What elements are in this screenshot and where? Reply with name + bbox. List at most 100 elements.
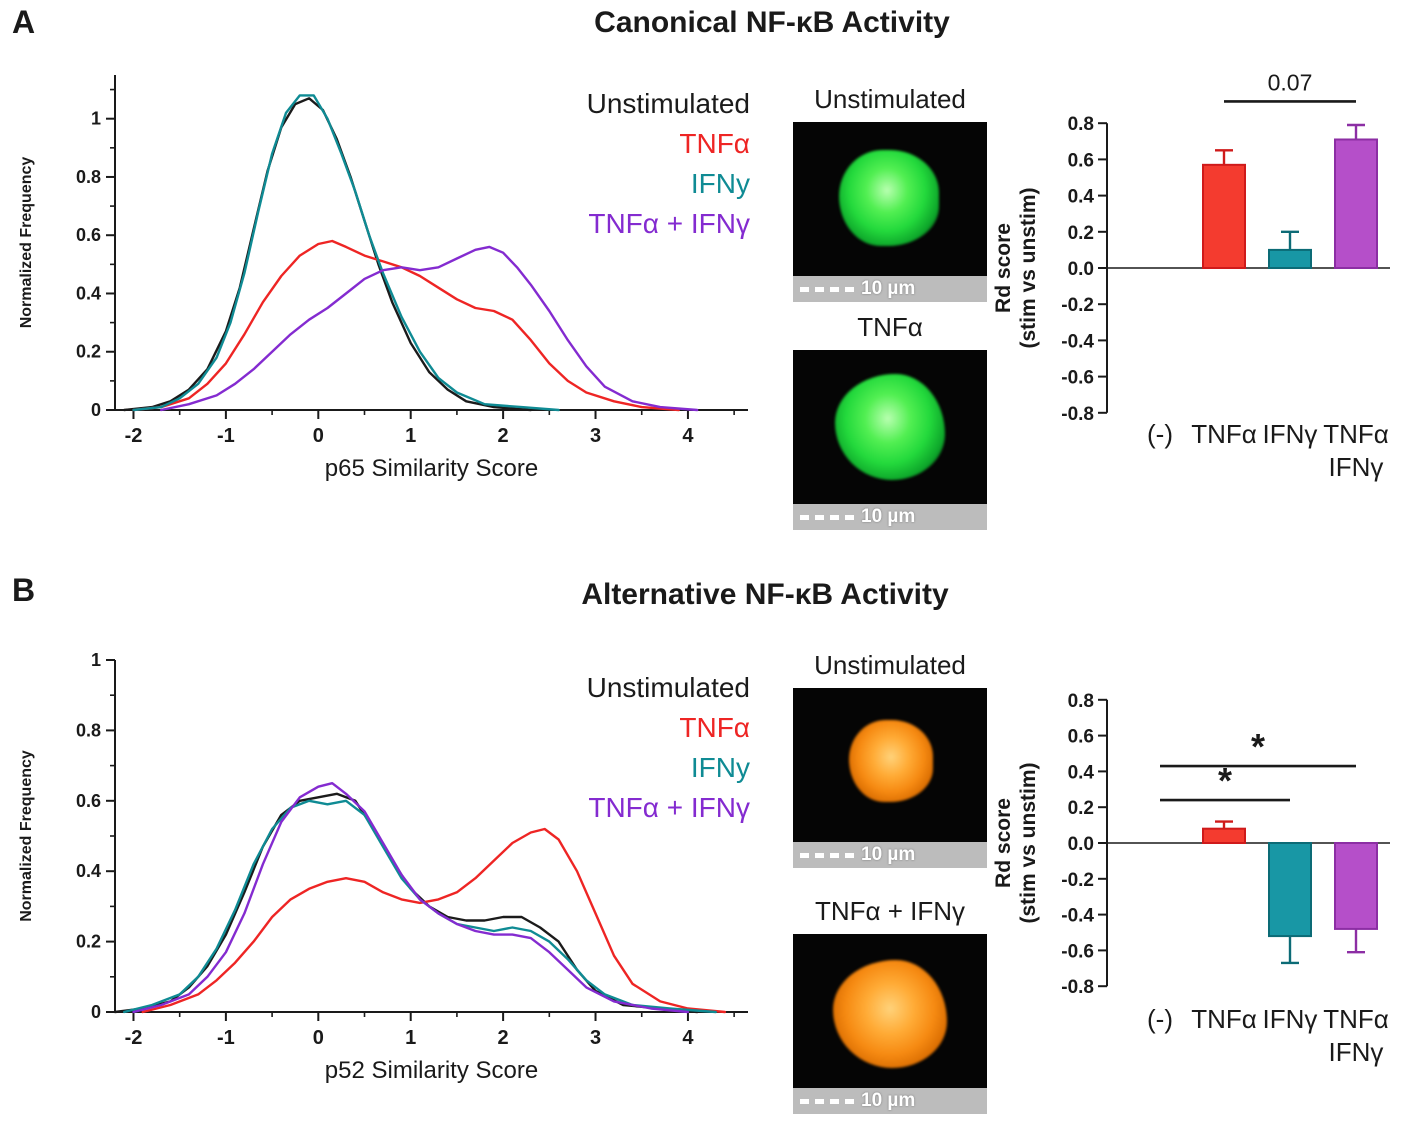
x-tick-label: 2 <box>498 1027 509 1049</box>
legend-item: TNFα + IFNγ <box>588 208 750 239</box>
scale-bar-dashes <box>800 286 854 292</box>
y-tick-label: 0.0 <box>1068 259 1094 280</box>
y-tick-label: -0.8 <box>1061 404 1094 425</box>
cell-blob <box>849 720 933 802</box>
y-tick-label: -0.2 <box>1061 870 1094 891</box>
scale-bar-dashes <box>800 1098 854 1104</box>
y-tick-label: 0.2 <box>76 342 101 362</box>
y-tick-label: 1 <box>91 109 101 129</box>
category-label: IFNγ <box>1329 1037 1384 1067</box>
cell-blob <box>839 150 939 246</box>
category-label: (-) <box>1147 419 1173 449</box>
x-tick-label: 4 <box>682 425 694 447</box>
scale-bar-label: 10 µm <box>861 506 916 527</box>
p52-rd-score-bar-chart: -0.8-0.6-0.4-0.20.00.20.40.60.8(-) TNFα IF… <box>992 691 1390 1067</box>
y-tick-label: 0.6 <box>76 225 101 245</box>
x-tick-label: 4 <box>682 1027 694 1049</box>
curve-Unstimulated <box>123 97 532 412</box>
curve-TNFα + IFNγ <box>132 782 690 1014</box>
p65-legend: Unstimulated TNFα IFNy TNFα + IFNγ <box>400 84 750 244</box>
y-tick-label: -0.6 <box>1061 368 1094 389</box>
curve-IFNy <box>132 94 560 412</box>
scale-bar-label: 10 µm <box>861 1090 916 1111</box>
scale-bar: 10 µm <box>793 1088 987 1114</box>
y-tick-label: 0 <box>91 1002 101 1022</box>
y-tick-label: -0.6 <box>1061 941 1094 962</box>
y-tick-label: 0.2 <box>1068 798 1094 819</box>
panel-b-micrographs: Unstimulated 10 µm TNFα + IFNγ 10 µm <box>793 650 987 1114</box>
micrograph-label: Unstimulated <box>814 650 966 680</box>
y-tick-label: 1 <box>91 650 101 670</box>
legend-item: TNFα + IFNγ <box>588 792 750 823</box>
significance-label: 0.07 <box>1268 69 1313 95</box>
y-tick-label: -0.8 <box>1061 977 1094 998</box>
y-axis-label: Normalized Frequency <box>18 750 35 922</box>
micrograph-label: TNFα <box>857 312 923 342</box>
x-tick-label: 0 <box>313 1027 324 1049</box>
scale-bar: 10 µm <box>793 276 987 302</box>
micrograph-tnfa-p65: 10 µm <box>793 350 987 530</box>
bar-IFNγ <box>1268 248 1312 269</box>
y-tick-label: -0.4 <box>1061 331 1094 352</box>
y-tick-label: 0.8 <box>1068 114 1094 135</box>
category-label: TNFα <box>1191 1004 1257 1034</box>
x-tick-label: 1 <box>405 425 416 447</box>
legend-item: TNFα <box>679 128 750 159</box>
legend-item: IFNy <box>690 752 750 783</box>
y-tick-label: -0.4 <box>1061 906 1094 927</box>
y-tick-label: 0.8 <box>76 167 101 187</box>
category-label: TNFα <box>1191 419 1257 449</box>
y-tick-label: 0.4 <box>76 283 101 303</box>
panel-b-title: Alternative NF-κB Activity <box>581 578 949 611</box>
x-tick-label: 3 <box>590 425 601 447</box>
category-label: IFNγ <box>1263 1004 1318 1034</box>
panel-b-label: B <box>12 572 36 608</box>
x-axis-label: p65 Similarity Score <box>325 455 538 482</box>
x-tick-label: -2 <box>125 1027 143 1049</box>
curve-TNFα <box>132 239 680 412</box>
y-tick-label: 0.6 <box>76 791 101 811</box>
y-axis-label: Normalized Frequency <box>18 157 35 329</box>
category-label: IFNγ <box>1263 419 1318 449</box>
micrograph-label: TNFα + IFNγ <box>814 896 966 926</box>
legend-item: Unstimulated <box>586 672 750 703</box>
p65-rd-score-bar-chart: -0.8-0.6-0.4-0.20.00.20.40.60.8(-) TNFα IF… <box>992 69 1390 482</box>
y-tick-label: 0.8 <box>76 720 101 740</box>
curve-TNFα + IFNγ <box>160 245 699 412</box>
bar-IFNγ <box>1268 842 1312 938</box>
panel-a-title: Canonical NF-κB Activity <box>594 6 950 39</box>
x-tick-label: -1 <box>217 425 235 447</box>
y-axis-label: Rd score <box>992 798 1015 888</box>
x-tick-label: 1 <box>405 1027 416 1049</box>
category-label: IFNγ <box>1329 452 1384 482</box>
scale-bar: 10 µm <box>793 504 987 530</box>
cell-blob <box>835 374 945 480</box>
y-tick-label: 0.4 <box>1068 762 1095 783</box>
bar-TNFα <box>1202 827 1246 844</box>
cell-blob <box>833 960 947 1068</box>
bar-TNFα <box>1202 163 1246 269</box>
y-tick-label: 0.4 <box>76 861 101 881</box>
scale-bar-dashes <box>800 852 854 858</box>
y-tick-label: 0.2 <box>1068 223 1094 244</box>
y-tick-label: 0.0 <box>1068 834 1094 855</box>
micrograph-label: Unstimulated <box>814 84 966 114</box>
y-tick-label: 0.8 <box>1068 691 1094 712</box>
significance-label: * <box>1218 760 1232 801</box>
scale-bar-dashes <box>800 514 854 520</box>
y-axis-label: (stim vs unstim) <box>1017 762 1040 923</box>
micrograph-unstimulated-p65: 10 µm <box>793 122 987 302</box>
micrograph-unstimulated-p52: 10 µm <box>793 688 987 868</box>
x-tick-label: 0 <box>313 425 324 447</box>
x-tick-label: 3 <box>590 1027 601 1049</box>
category-label: TNFα <box>1323 419 1389 449</box>
y-axis-label: (stim vs unstim) <box>1017 187 1040 348</box>
category-label: (-) <box>1147 1004 1173 1034</box>
y-tick-label: 0.6 <box>1068 727 1094 748</box>
x-tick-label: -2 <box>125 425 143 447</box>
y-axis-label: Rd score <box>992 223 1015 313</box>
x-axis-label: p52 Similarity Score <box>325 1057 538 1084</box>
panel-a-micrographs: Unstimulated 10 µm TNFα 10 µm <box>793 84 987 530</box>
legend-item: IFNy <box>690 168 750 199</box>
